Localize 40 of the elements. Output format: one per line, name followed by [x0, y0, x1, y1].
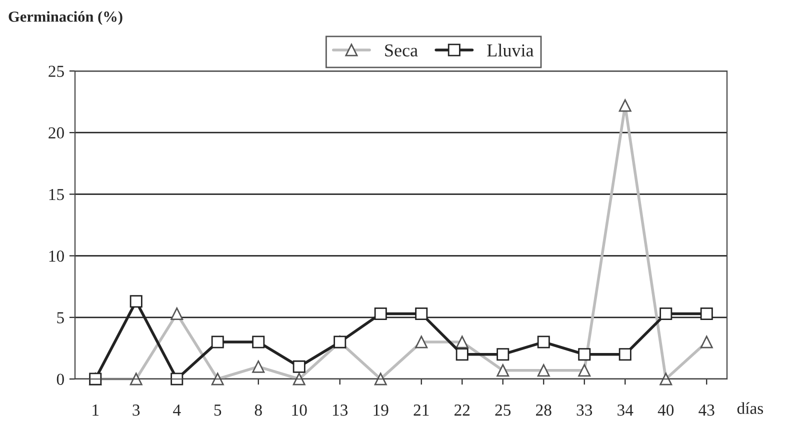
point	[292, 360, 306, 373]
y-tick-label: 25	[48, 66, 64, 77]
x-tick-label: 13	[333, 404, 348, 416]
y-axis-title: Germinación (%)	[8, 11, 122, 25]
point	[537, 336, 550, 348]
x-tick-label: 33	[576, 404, 592, 416]
point	[578, 348, 591, 361]
y-tick-label: 15	[49, 188, 64, 200]
legend-label: Lluvia	[487, 44, 534, 56]
point	[211, 336, 224, 348]
x-tick-label: 43	[698, 404, 714, 416]
x-tick-label: 19	[374, 404, 388, 416]
x-tick-label: 28	[536, 404, 552, 416]
x-tick-label: 22	[454, 404, 470, 416]
y-tick-label: 10	[49, 250, 64, 262]
x-tick-label: 10	[292, 404, 307, 416]
x-tick-label: 5	[214, 404, 222, 416]
point	[170, 372, 184, 386]
x-tick-label: 25	[495, 404, 511, 416]
x-tick-label: 3	[132, 404, 140, 416]
x-tick-label: 34	[618, 404, 634, 416]
point	[415, 307, 428, 320]
x-tick-label: 4	[173, 404, 181, 416]
y-tick-label: 0	[56, 374, 64, 385]
point	[456, 348, 468, 361]
y-tick-label: 20	[48, 127, 64, 139]
x-tick-label: 40	[658, 404, 674, 416]
point	[130, 295, 142, 308]
x-tick-label: 21	[414, 404, 429, 416]
point	[700, 307, 713, 320]
y-tick-label: 5	[57, 312, 64, 324]
point	[618, 348, 632, 361]
point	[374, 307, 387, 320]
x-tick-label: 1	[92, 404, 99, 416]
point	[660, 307, 672, 320]
point	[252, 336, 265, 348]
x-axis-title: días	[737, 402, 764, 414]
x-tick-label: 8	[254, 404, 262, 416]
point	[496, 348, 510, 361]
legend-label: Seca	[385, 44, 418, 56]
